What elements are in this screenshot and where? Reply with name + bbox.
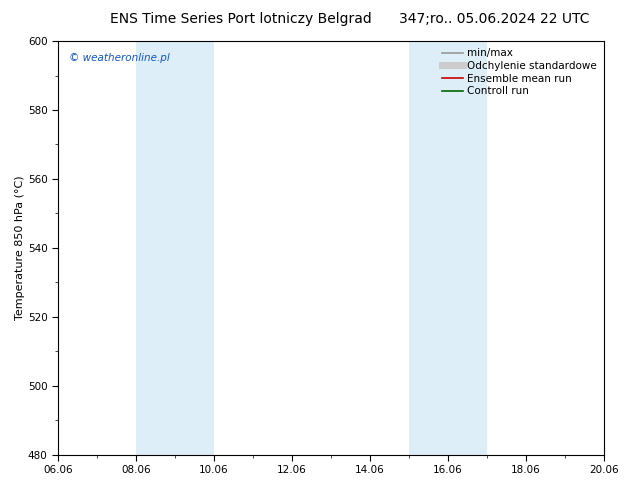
Text: 347;ro.. 05.06.2024 22 UTC: 347;ro.. 05.06.2024 22 UTC bbox=[399, 12, 590, 26]
Bar bbox=[136, 41, 214, 455]
Y-axis label: Temperature 850 hPa (°C): Temperature 850 hPa (°C) bbox=[15, 175, 25, 320]
Legend: min/max, Odchylenie standardowe, Ensemble mean run, Controll run: min/max, Odchylenie standardowe, Ensembl… bbox=[440, 46, 599, 98]
Text: ENS Time Series Port lotniczy Belgrad: ENS Time Series Port lotniczy Belgrad bbox=[110, 12, 372, 26]
Text: © weatheronline.pl: © weatheronline.pl bbox=[69, 53, 170, 64]
Bar bbox=[409, 41, 487, 455]
